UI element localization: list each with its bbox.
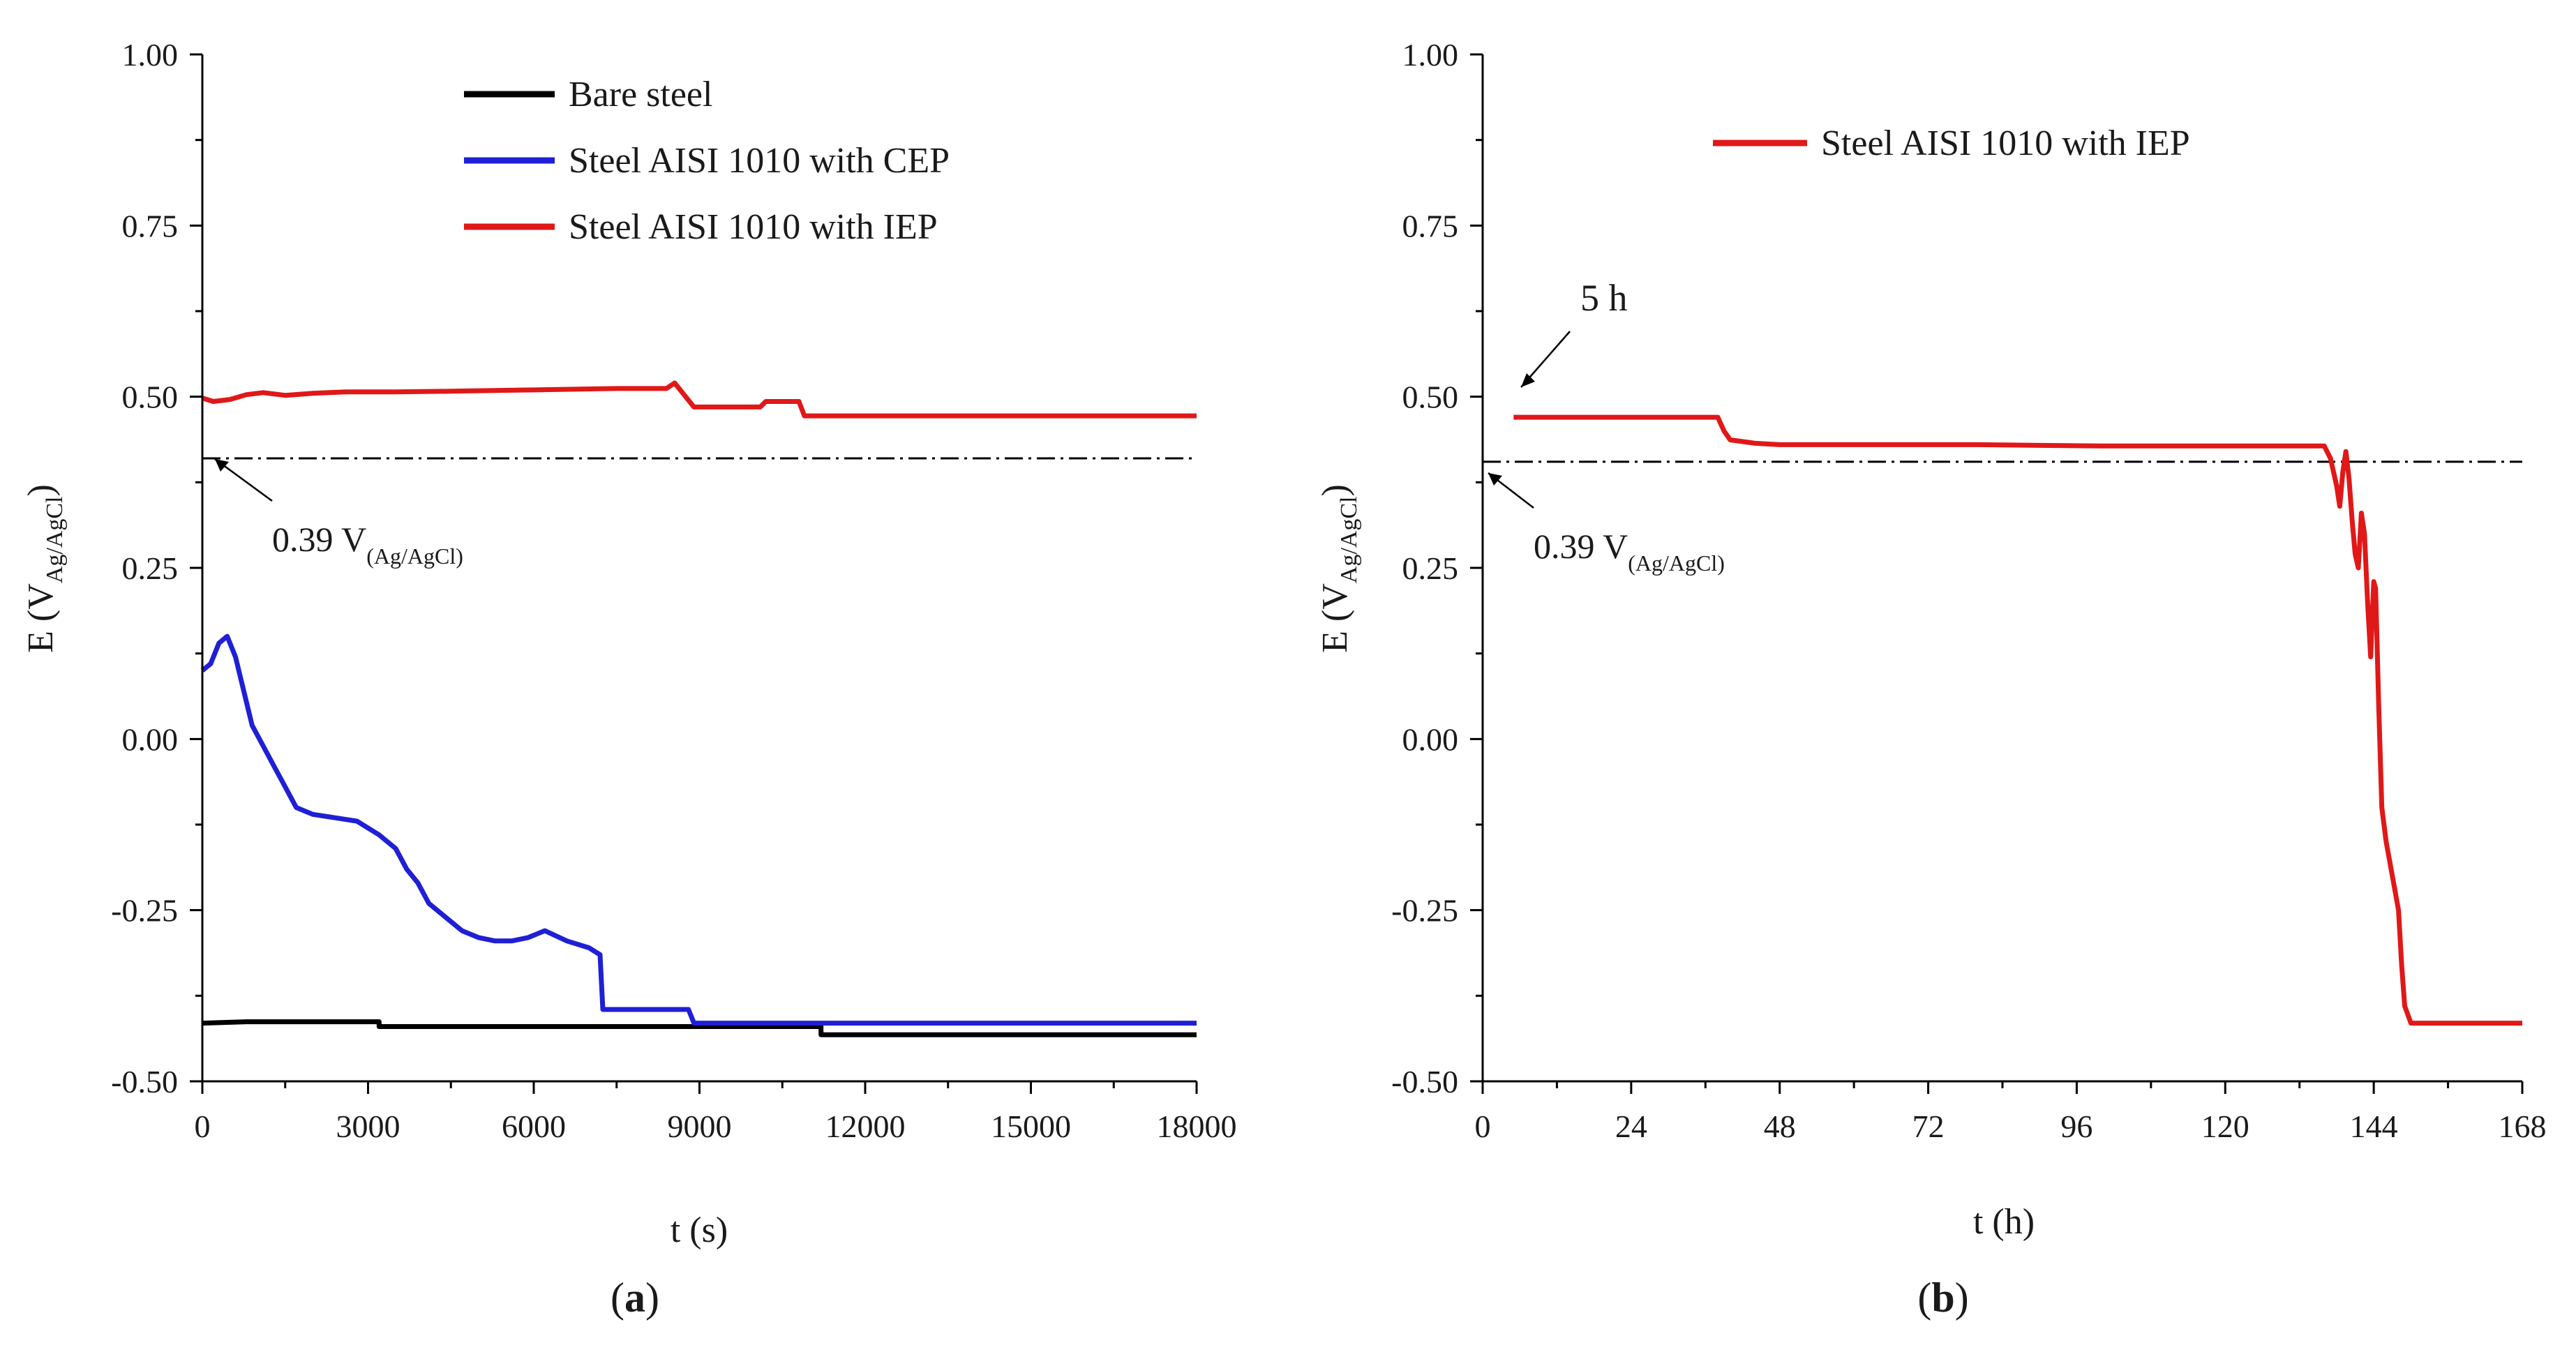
x-axis-label-b: t (h)	[1973, 1202, 2035, 1242]
x-tick-label-a-2: 6000	[502, 1109, 566, 1144]
y-axis-label-sub-b: Ag/AgCl	[1336, 497, 1362, 584]
series-line-b-0	[1513, 414, 2522, 1026]
series-line-a-0	[202, 1019, 1197, 1037]
x-tick-label-a-1: 3000	[336, 1109, 400, 1144]
legend-a: Bare steel Steel AISI 1010 with CEP Steel …	[464, 75, 950, 247]
x-tick-label-b-5: 120	[2201, 1109, 2249, 1144]
y-tick-label-b-1: -0.25	[1391, 893, 1458, 929]
legend-label-b-0: Steel AISI 1010 with IEP	[1821, 123, 2190, 163]
y-tick-label-b-3: 0.25	[1402, 550, 1459, 586]
panel-a: 0 3000 6000 9000 12000 15000 18000 -0.50 -0.25 0.…	[21, 37, 1237, 1321]
x-tick-label-b-6: 144	[2350, 1109, 2398, 1144]
y-tick-label-b-6: 1.00	[1402, 37, 1459, 73]
y-axis-label-a: E (VAg/AgCl)	[21, 484, 68, 653]
legend-b: Steel AISI 1010 with IEP	[1713, 123, 2190, 163]
panel-b: 0 24 48 72 96 120 144 168 -0.50 -0.25 0.00 0.25 0.50…	[1315, 37, 2547, 1321]
series-layer-b: 0.39 V(Ag/AgCl) 5 h	[1483, 277, 2522, 1026]
series-layer-a: 0.39 V(Ag/AgCl)	[200, 380, 1197, 1037]
y-tick-label-b-2: 0.00	[1402, 721, 1459, 757]
y-tick-label-b-5: 0.75	[1402, 208, 1459, 243]
legend-label-a-1: Steel AISI 1010 with CEP	[569, 141, 950, 181]
x-tick-label-a-4: 12000	[825, 1109, 906, 1144]
x-axis-label-a: t (s)	[671, 1210, 728, 1250]
y-tick-label-a-1: -0.25	[111, 893, 178, 929]
legend-label-a-2: Steel AISI 1010 with IEP	[569, 207, 938, 247]
y-axis-label-close-b: )	[1315, 484, 1355, 496]
reference-arrowhead-b	[1488, 473, 1502, 486]
x-tick-label-a-6: 18000	[1157, 1109, 1237, 1144]
y-axis-label-sub-a: Ag/AgCl	[42, 497, 68, 584]
y-tick-label-a-2: 0.00	[122, 721, 179, 757]
y-tick-label-a-0: -0.50	[111, 1064, 178, 1099]
y-axis-label-main-a: E (V	[21, 583, 61, 653]
panel-label-a: (a)	[611, 1275, 659, 1321]
x-tick-label-b-4: 96	[2060, 1109, 2092, 1144]
reference-arrowhead-a	[215, 459, 229, 472]
grid-ticks-a: 0 3000 6000 9000 12000 15000 18000 -0.50 -0.25 0.…	[111, 37, 1236, 1144]
series-line-a-1	[200, 633, 1197, 1026]
grid-ticks-b: 0 24 48 72 96 120 144 168 -0.50 -0.25 0.00 0.25 0.50…	[1391, 37, 2546, 1144]
annotation-label-b: 5 h	[1580, 277, 1628, 319]
series-line-a-2	[201, 380, 1197, 419]
x-tick-label-b-3: 72	[1912, 1109, 1945, 1144]
y-tick-label-a-5: 0.75	[122, 208, 179, 243]
x-tick-label-b-7: 168	[2499, 1109, 2547, 1144]
x-tick-label-a-3: 9000	[668, 1109, 732, 1144]
x-tick-label-a-5: 15000	[991, 1109, 1071, 1144]
y-tick-label-a-6: 1.00	[122, 37, 179, 73]
x-tick-label-b-0: 0	[1475, 1109, 1491, 1144]
y-tick-label-a-4: 0.50	[122, 380, 179, 415]
y-axis-label-main-b: E (V	[1315, 583, 1355, 653]
y-axis-label-close-a: )	[21, 484, 61, 496]
y-axis-label-b: E (VAg/AgCl)	[1315, 484, 1362, 653]
y-tick-label-b-0: -0.50	[1391, 1064, 1458, 1099]
y-tick-label-a-3: 0.25	[122, 550, 179, 586]
x-tick-label-a-0: 0	[195, 1109, 211, 1144]
x-tick-label-b-2: 48	[1764, 1109, 1796, 1144]
annotation-arrowhead-b	[1521, 373, 1535, 387]
legend-label-a-0: Bare steel	[569, 75, 712, 114]
reference-label-b: 0.39 V(Ag/AgCl)	[1534, 527, 1725, 576]
y-tick-label-b-4: 0.50	[1402, 380, 1459, 415]
panel-label-b: (b)	[1917, 1275, 1968, 1321]
x-tick-label-b-1: 24	[1615, 1109, 1647, 1144]
reference-label-a: 0.39 V(Ag/AgCl)	[272, 520, 463, 569]
